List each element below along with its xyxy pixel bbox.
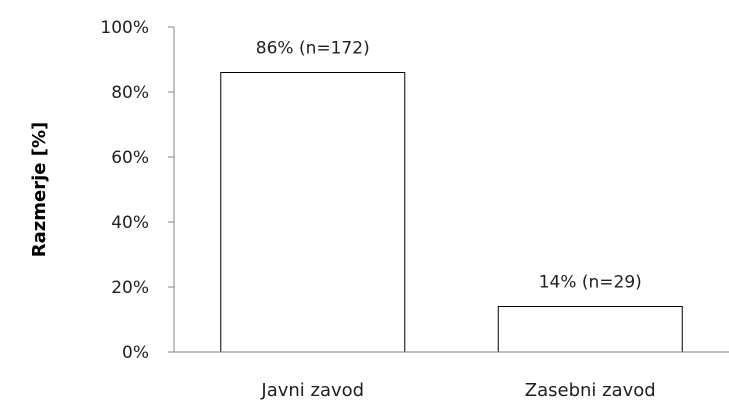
bar (497, 306, 683, 353)
y-tick-label: 80% (111, 83, 149, 103)
data-labels: 86% (n=172) 14% (n=29) (256, 39, 642, 293)
bar-data-label: 86% (n=172) (256, 39, 370, 59)
y-axis-title: Razmerje [%] (29, 122, 50, 257)
y-tick-label: 20% (111, 278, 149, 298)
axes (173, 27, 729, 353)
y-axis-ticks: 0% 20% 40% 60% 80% 100% (100, 18, 174, 363)
x-category-label: Zasebni zavod (525, 380, 656, 401)
bars (220, 72, 683, 353)
bar-data-label: 14% (n=29) (539, 273, 642, 293)
bar (220, 72, 406, 353)
x-category-label: Javni zavod (260, 380, 364, 401)
y-tick-label: 40% (111, 213, 149, 233)
y-tick-label: 100% (100, 18, 149, 38)
y-tick-label: 0% (122, 343, 149, 363)
y-tick-label: 60% (111, 148, 149, 168)
x-axis-category-labels: Javni zavod Zasebni zavod (260, 380, 655, 401)
